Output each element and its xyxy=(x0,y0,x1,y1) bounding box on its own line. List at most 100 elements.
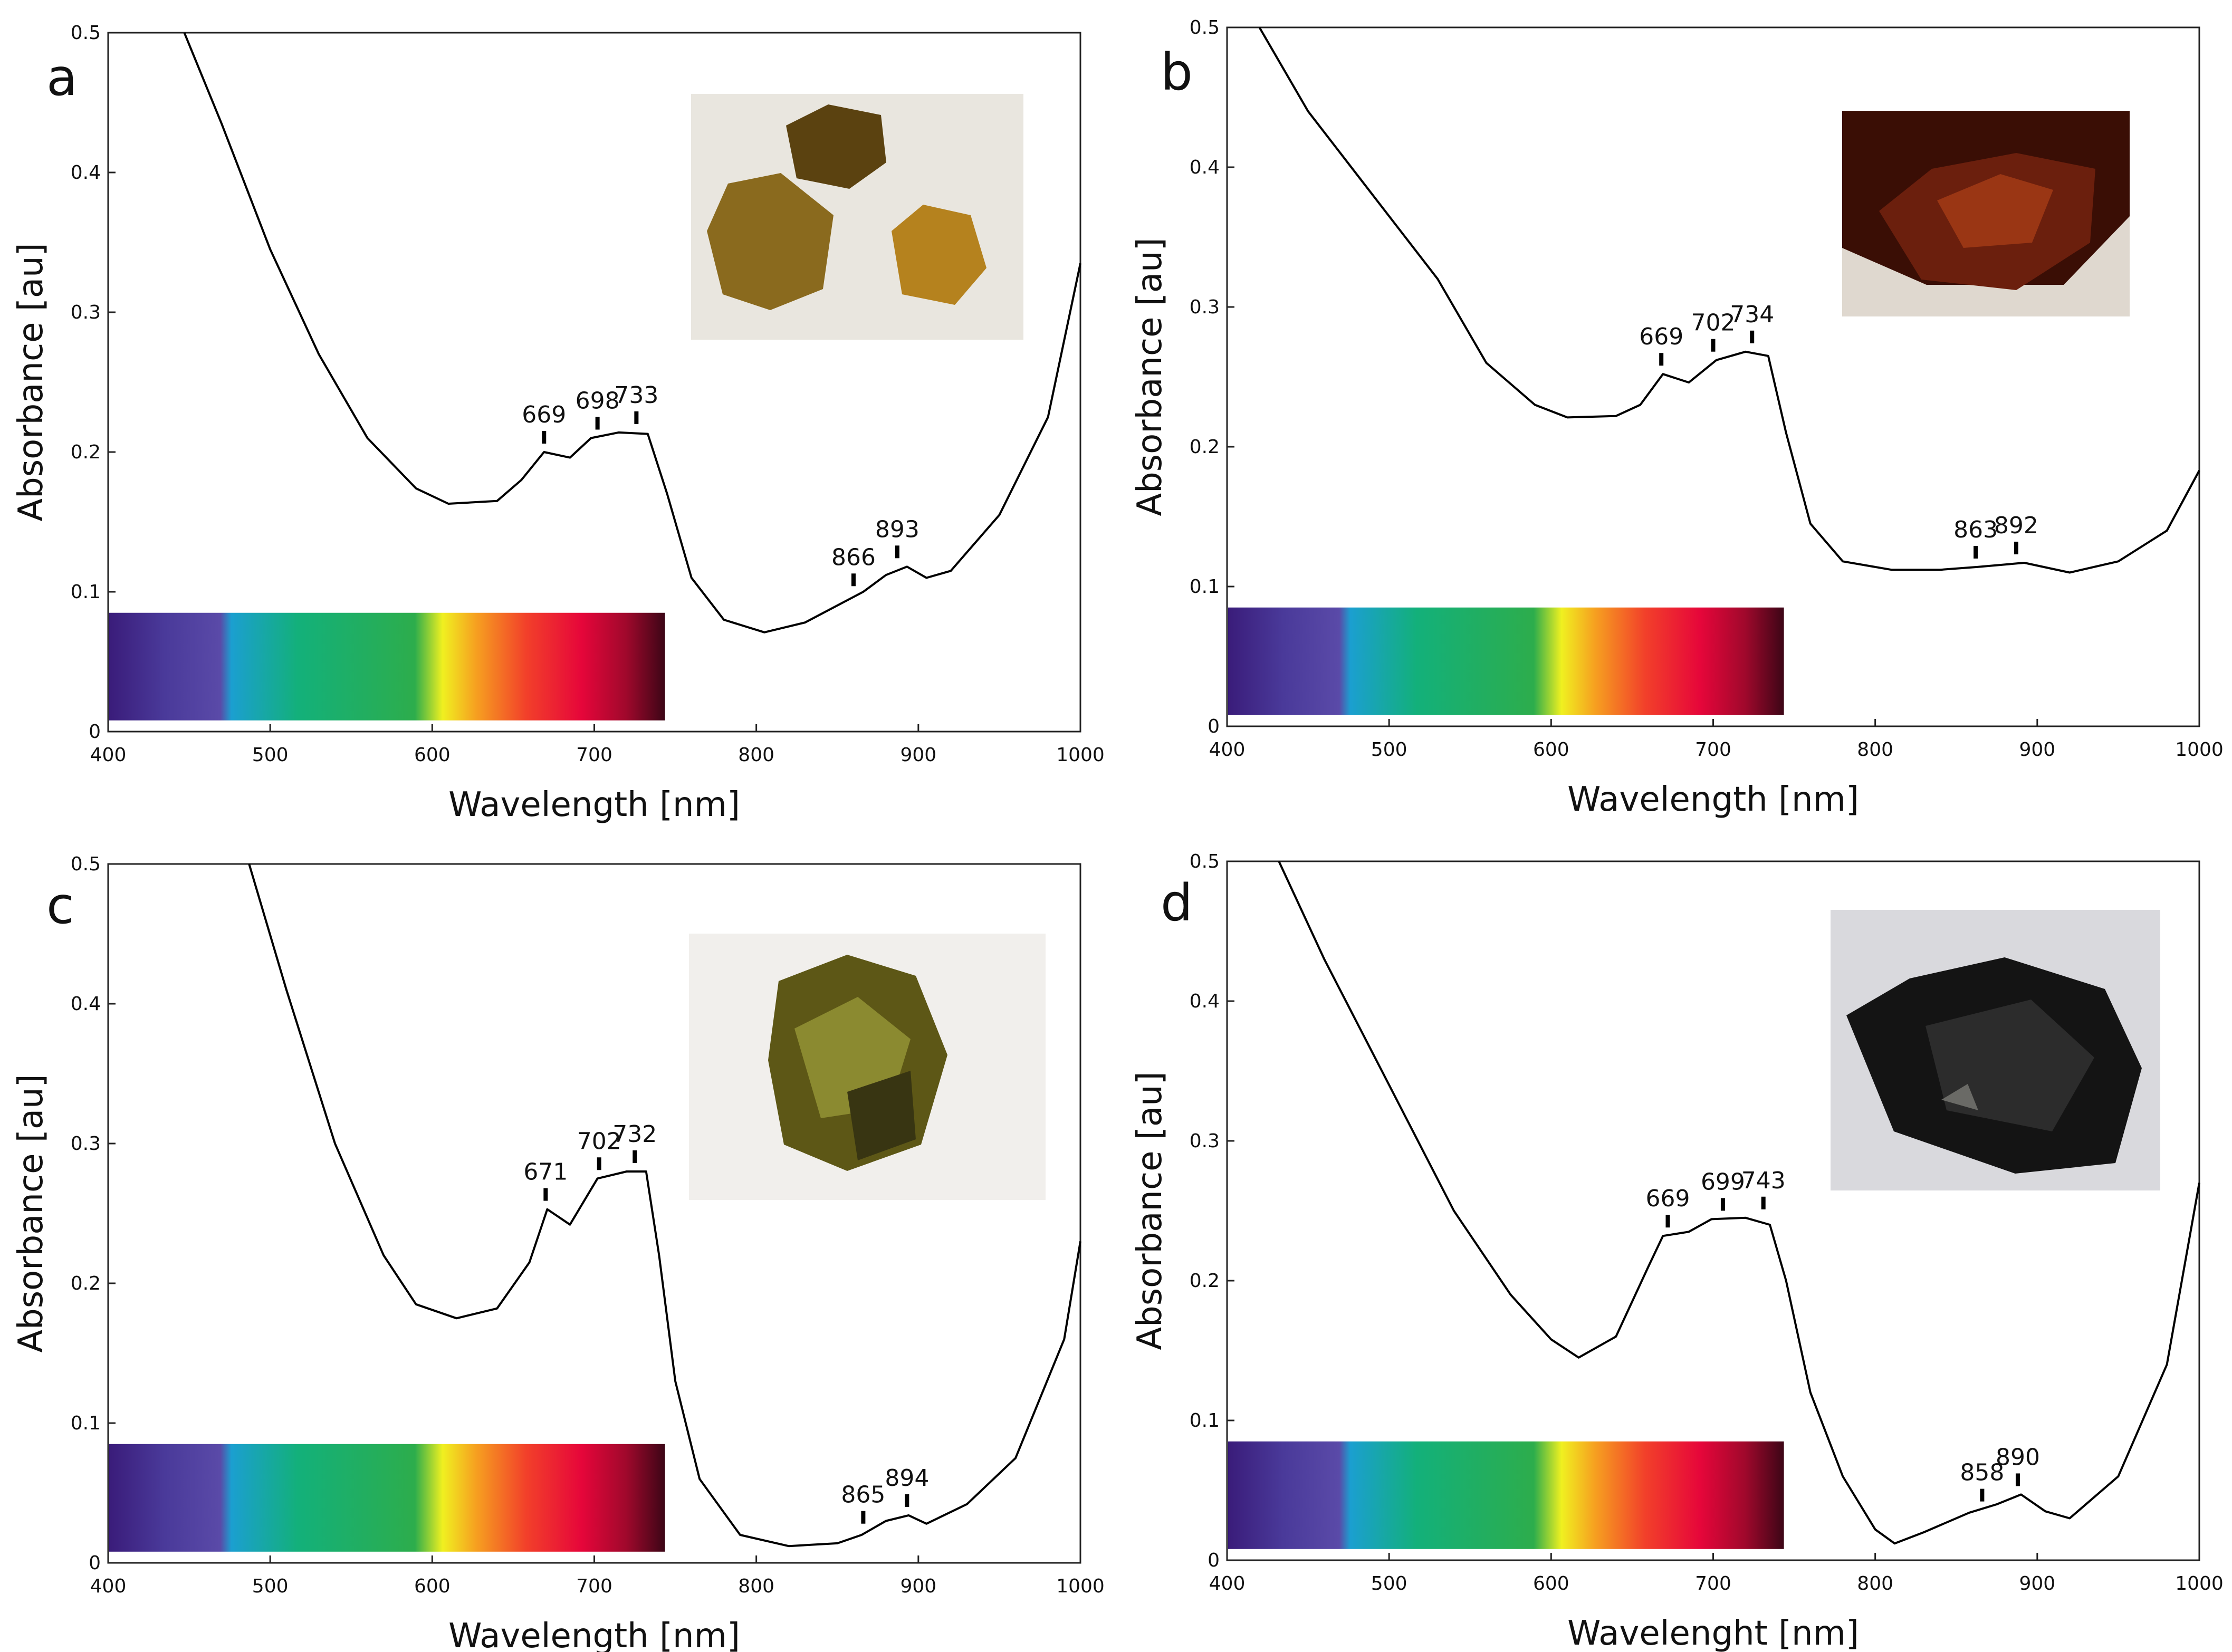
x-tick-label: 900 xyxy=(2019,1573,2055,1595)
x-tick-label: 500 xyxy=(252,1576,289,1597)
peak-label: 699 xyxy=(1701,1168,1745,1195)
panel-letter: b xyxy=(1161,43,1193,102)
peak-marker xyxy=(2015,1473,2020,1486)
x-axis-title: Wavelenght [nm] xyxy=(1567,1614,1859,1652)
peak-marker xyxy=(1980,1488,1985,1502)
x-tick-label: 600 xyxy=(414,744,451,766)
inset-photo xyxy=(689,934,1046,1200)
x-tick-label: 800 xyxy=(1857,739,1893,761)
x-tick-label: 600 xyxy=(1533,739,1569,761)
y-tick-label: 0.1 xyxy=(1190,576,1220,598)
y-tick-label: 0.3 xyxy=(1190,1130,1220,1152)
peak-label: 702 xyxy=(577,1128,621,1155)
peak-label: 734 xyxy=(1730,301,1774,328)
y-axis-title: Absorbance [au] xyxy=(12,243,51,521)
peak-label: 893 xyxy=(875,516,919,543)
crystal-highlight xyxy=(1941,1084,1978,1110)
peak-label: 858 xyxy=(1960,1459,2004,1486)
panel-letter: c xyxy=(46,876,74,935)
peak-marker xyxy=(1711,339,1716,352)
y-tick-label: 0.3 xyxy=(71,1133,101,1155)
peak-label: 894 xyxy=(885,1465,929,1492)
peak-marker xyxy=(597,1157,601,1170)
y-tick-label: 0.1 xyxy=(71,1413,101,1434)
x-tick-label: 800 xyxy=(1857,1573,1893,1595)
peak-marker xyxy=(1974,545,1978,559)
crystal-facet xyxy=(1937,174,2053,248)
y-tick-label: 0.2 xyxy=(1190,436,1220,458)
peak-label: 865 xyxy=(841,1482,885,1509)
peak-label: 890 xyxy=(1996,1444,2040,1471)
x-tick-label: 800 xyxy=(738,1576,774,1597)
peak-label: 733 xyxy=(614,382,658,409)
visible-spectrum-bar xyxy=(109,612,665,721)
y-tick-label: 0.4 xyxy=(1190,991,1220,1012)
spectrum-line xyxy=(183,32,1081,633)
peak-label: 732 xyxy=(612,1121,657,1148)
peak-label: 698 xyxy=(576,388,620,415)
x-tick-label: 800 xyxy=(738,744,774,766)
x-tick-label: 1000 xyxy=(2175,1573,2224,1595)
x-axis-title: Wavelength [nm] xyxy=(1567,780,1859,819)
peak-marker xyxy=(1720,1198,1725,1211)
panel-a: 0 0.1 0.2 0.3 0.4 0.5 400 500 600 700 800 900 1000 Wa… xyxy=(12,22,1105,824)
spectrum-line xyxy=(248,863,1081,1548)
peak-marker xyxy=(1665,1215,1670,1228)
x-tick-label: 700 xyxy=(1695,739,1731,761)
peak-label: 669 xyxy=(522,401,566,428)
y-tick-label: 0.5 xyxy=(1190,17,1220,39)
peak-label: 671 xyxy=(523,1159,568,1186)
y-tick-label: 0.5 xyxy=(1190,851,1220,872)
peak-label: 863 xyxy=(1953,516,1998,543)
inset-photo xyxy=(1842,111,2130,316)
crystal-facet xyxy=(847,1071,916,1160)
peak-marker xyxy=(1761,1196,1766,1209)
x-tick-label: 400 xyxy=(90,744,127,766)
x-tick-label: 500 xyxy=(1371,1573,1407,1595)
peak-marker xyxy=(861,1511,866,1524)
y-tick-label: 0.1 xyxy=(71,581,101,603)
y-tick-label: 0.4 xyxy=(71,162,101,184)
x-tick-label: 700 xyxy=(576,1576,612,1597)
crystal xyxy=(786,104,886,189)
peak-label: 669 xyxy=(1639,323,1683,350)
y-axis-title: Absorbance [au] xyxy=(12,1074,51,1352)
y-tick-label: 0.2 xyxy=(71,441,101,463)
peak-label: 702 xyxy=(1691,310,1736,337)
x-tick-label: 1000 xyxy=(1056,1576,1105,1597)
x-axis-title: Wavelength [nm] xyxy=(448,1617,740,1652)
peak-marker xyxy=(1750,330,1755,343)
visible-spectrum-bar xyxy=(1228,607,1784,715)
x-tick-label: 900 xyxy=(2019,739,2055,761)
peak-marker xyxy=(633,1150,637,1163)
visible-spectrum-bar xyxy=(1228,1441,1784,1549)
crystal xyxy=(892,205,986,305)
peak-marker xyxy=(2014,541,2018,554)
panel-c: 0 0.1 0.2 0.3 0.4 0.5 400 500 600 700 800 900 1000 Wa… xyxy=(12,853,1105,1652)
peak-marker xyxy=(542,431,547,444)
peak-marker xyxy=(595,417,600,430)
peak-marker xyxy=(905,1494,909,1507)
x-tick-label: 900 xyxy=(900,1576,936,1597)
y-tick-label: 0 xyxy=(1208,1550,1220,1571)
peak-label: 669 xyxy=(1646,1185,1690,1212)
panel-b: 0 0.1 0.2 0.3 0.4 0.5 400 500 600 700 800 900 1000 Wa… xyxy=(1131,17,2224,819)
visible-spectrum-bar xyxy=(109,1444,665,1552)
x-tick-label: 1000 xyxy=(1056,744,1105,766)
y-tick-label: 0.4 xyxy=(71,993,101,1015)
x-tick-label: 400 xyxy=(90,1576,127,1597)
y-tick-label: 0.5 xyxy=(71,22,101,44)
panel-letter: d xyxy=(1161,873,1193,933)
y-tick-label: 0.1 xyxy=(1190,1410,1220,1432)
y-tick-label: 0 xyxy=(89,721,101,743)
x-tick-label: 700 xyxy=(1695,1573,1731,1595)
x-tick-label: 600 xyxy=(1533,1573,1569,1595)
panel-letter: a xyxy=(46,48,78,107)
peak-label: 892 xyxy=(1994,512,2038,539)
x-tick-label: 400 xyxy=(1209,1573,1246,1595)
y-tick-label: 0.3 xyxy=(71,302,101,323)
peak-marker xyxy=(1659,353,1664,366)
y-axis-title: Absorbance [au] xyxy=(1131,1071,1170,1350)
spectrum-line xyxy=(1278,861,2200,1545)
